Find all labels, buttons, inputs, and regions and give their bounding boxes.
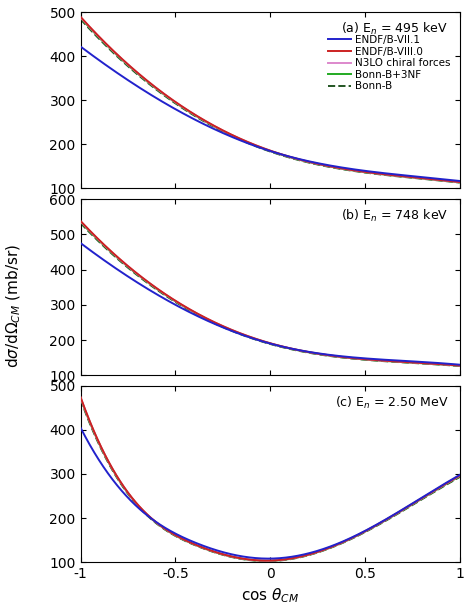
Legend: ENDF/B-VII.1, ENDF/B-VIII.0, N3LO chiral forces, Bonn-B+3NF, Bonn-B: ENDF/B-VII.1, ENDF/B-VIII.0, N3LO chiral…: [328, 35, 451, 91]
Text: d$\sigma$/d$\Omega_{CM}$ (mb/sr): d$\sigma$/d$\Omega_{CM}$ (mb/sr): [5, 243, 23, 368]
Text: (c) E$_n$ = 2.50 MeV: (c) E$_n$ = 2.50 MeV: [335, 395, 448, 411]
X-axis label: cos $\theta_{CM}$: cos $\theta_{CM}$: [241, 587, 299, 606]
Text: (a) E$_n$ = 495 keV: (a) E$_n$ = 495 keV: [341, 21, 448, 37]
Text: (b) E$_n$ = 748 keV: (b) E$_n$ = 748 keV: [341, 208, 448, 224]
